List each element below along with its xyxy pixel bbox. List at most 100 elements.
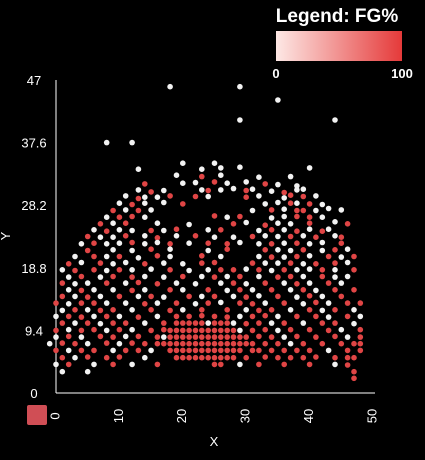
data-point	[338, 340, 345, 347]
data-point	[243, 219, 249, 226]
data-point	[256, 333, 262, 340]
data-point	[110, 334, 116, 340]
data-point	[281, 195, 288, 201]
data-point	[344, 273, 351, 280]
data-point	[122, 347, 129, 354]
data-point	[268, 320, 275, 326]
data-point	[306, 241, 313, 247]
data-point	[230, 347, 237, 354]
data-point	[186, 334, 192, 340]
data-point	[230, 185, 237, 192]
data-point	[97, 221, 104, 227]
data-point	[287, 260, 294, 266]
data-point	[211, 334, 218, 340]
legend: Legend: FG% 0 100	[272, 6, 412, 81]
data-point	[110, 287, 116, 293]
data-point	[173, 226, 180, 232]
data-point	[53, 327, 59, 334]
data-point	[281, 213, 288, 220]
data-point	[268, 207, 275, 213]
x-tick-label-2: 20	[174, 409, 189, 423]
data-point	[173, 172, 180, 178]
x-tick-label-4: 40	[301, 409, 316, 423]
data-point	[180, 327, 186, 334]
data-point	[344, 347, 351, 354]
data-point	[199, 260, 205, 266]
data-point	[84, 233, 91, 240]
data-point	[97, 274, 104, 280]
data-point	[199, 320, 205, 326]
data-point	[173, 300, 180, 306]
data-point	[294, 294, 300, 300]
data-point	[218, 340, 224, 347]
data-point	[357, 347, 364, 354]
data-point	[300, 261, 307, 267]
color-swatch[interactable]	[27, 405, 47, 425]
data-point	[129, 307, 135, 313]
data-point	[78, 314, 85, 320]
data-point	[319, 307, 326, 314]
data-point	[306, 165, 313, 171]
data-point	[173, 327, 180, 334]
data-point	[344, 334, 351, 340]
data-point	[142, 181, 148, 187]
data-point	[59, 280, 66, 286]
data-point	[78, 334, 85, 340]
data-point	[287, 354, 294, 361]
data-point	[275, 247, 281, 253]
data-point	[237, 213, 243, 220]
data-point	[161, 260, 167, 266]
data-point	[103, 267, 110, 274]
data-point	[110, 273, 116, 280]
data-point	[205, 320, 211, 326]
data-point	[199, 173, 205, 180]
data-point	[332, 354, 338, 361]
data-point	[148, 307, 154, 313]
data-point	[142, 354, 148, 361]
data-point	[199, 347, 205, 354]
data-point	[230, 221, 237, 227]
data-point	[275, 354, 281, 361]
data-point	[306, 307, 313, 313]
data-point	[338, 234, 345, 240]
data-point	[135, 333, 142, 340]
data-point	[116, 326, 123, 333]
data-point	[91, 240, 97, 246]
y-tick-label-3: 28.2	[21, 198, 46, 213]
data-point	[173, 233, 180, 239]
data-point	[224, 307, 230, 313]
data-point	[65, 347, 72, 354]
data-point	[72, 281, 78, 287]
data-point	[224, 347, 230, 354]
data-point	[142, 301, 148, 307]
data-point	[268, 215, 275, 221]
data-point	[332, 233, 338, 239]
data-point	[59, 307, 66, 314]
data-point	[306, 280, 313, 286]
data-point	[294, 313, 300, 320]
data-point	[211, 313, 218, 320]
data-point	[224, 273, 230, 280]
data-point	[91, 300, 97, 306]
data-point	[205, 193, 211, 200]
data-point	[230, 234, 237, 240]
data-point	[249, 340, 256, 347]
data-point	[205, 287, 211, 293]
data-point	[211, 259, 218, 266]
data-point	[135, 314, 142, 320]
data-point	[129, 340, 135, 346]
data-point	[135, 293, 142, 300]
data-point	[319, 239, 326, 246]
data-point	[325, 347, 332, 354]
data-point	[262, 247, 269, 253]
data-point	[91, 287, 97, 293]
data-point	[161, 334, 167, 340]
data-point	[53, 361, 59, 368]
data-point	[224, 287, 230, 294]
data-point	[129, 213, 135, 220]
data-point	[268, 227, 275, 233]
data-point	[72, 340, 78, 347]
data-point	[281, 334, 288, 340]
data-point	[268, 347, 275, 354]
data-point	[256, 227, 262, 234]
